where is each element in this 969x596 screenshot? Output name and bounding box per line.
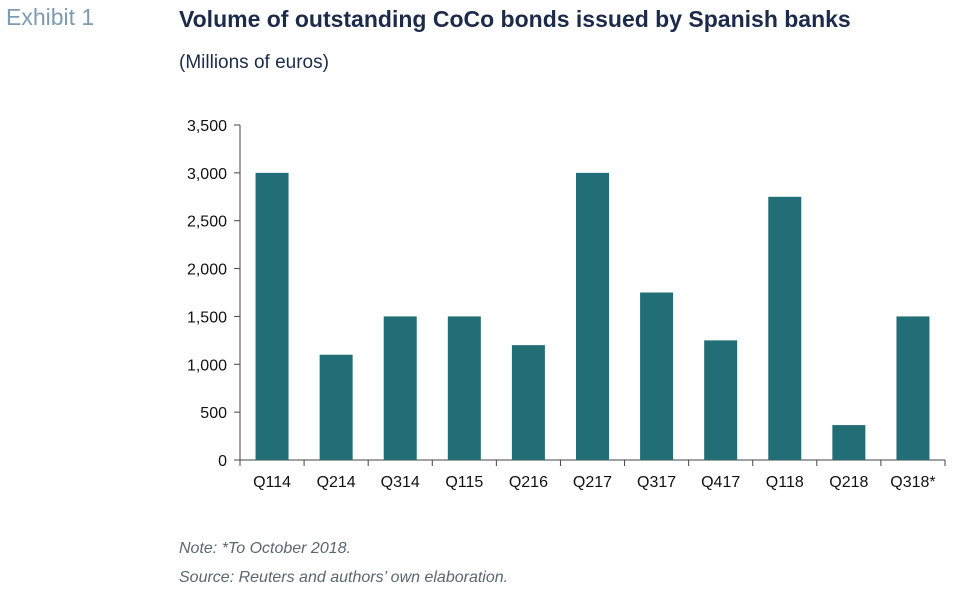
x-tick-label: Q214 (317, 474, 356, 491)
x-tick-label: Q114 (253, 474, 291, 491)
bar (447, 316, 481, 460)
chart-source: Source: Reuters and authors’ own elabora… (179, 569, 509, 586)
bar (576, 172, 609, 460)
x-tick-label: Q417 (701, 474, 740, 491)
bar (255, 172, 289, 460)
x-tick-label: Q216 (509, 474, 548, 491)
bar (832, 425, 866, 460)
bar (704, 340, 738, 460)
bar (896, 316, 930, 460)
x-tick-label: Q317 (637, 474, 676, 491)
y-tick-label: 2,500 (187, 214, 227, 231)
x-tick-label: Q314 (381, 474, 420, 491)
bar (640, 292, 674, 460)
x-tick-label: Q217 (573, 474, 612, 491)
x-tick-label: Q218 (829, 474, 868, 491)
y-tick-label: 500 (200, 405, 227, 422)
y-tick-label: 3,000 (187, 166, 227, 183)
y-tick-label: 1,500 (187, 309, 227, 326)
bar (383, 316, 417, 460)
y-tick-label: 3,500 (187, 118, 227, 135)
y-tick-label: 1,000 (187, 357, 227, 374)
bar (319, 354, 353, 460)
exhibit-label: Exhibit 1 (6, 4, 95, 30)
bar (511, 345, 545, 460)
x-tick-label: Q318* (890, 474, 935, 491)
chart-subtitle: (Millions of euros) (179, 52, 329, 73)
y-tick-label: 2,000 (187, 262, 227, 279)
chart-title: Volume of outstanding CoCo bonds issued … (179, 6, 851, 32)
y-tick-label: 0 (218, 453, 227, 470)
x-tick-label: Q115 (445, 474, 483, 491)
bar (768, 196, 802, 461)
chart-note: Note: *To October 2018. (179, 540, 351, 557)
x-tick-label: Q118 (766, 474, 804, 491)
